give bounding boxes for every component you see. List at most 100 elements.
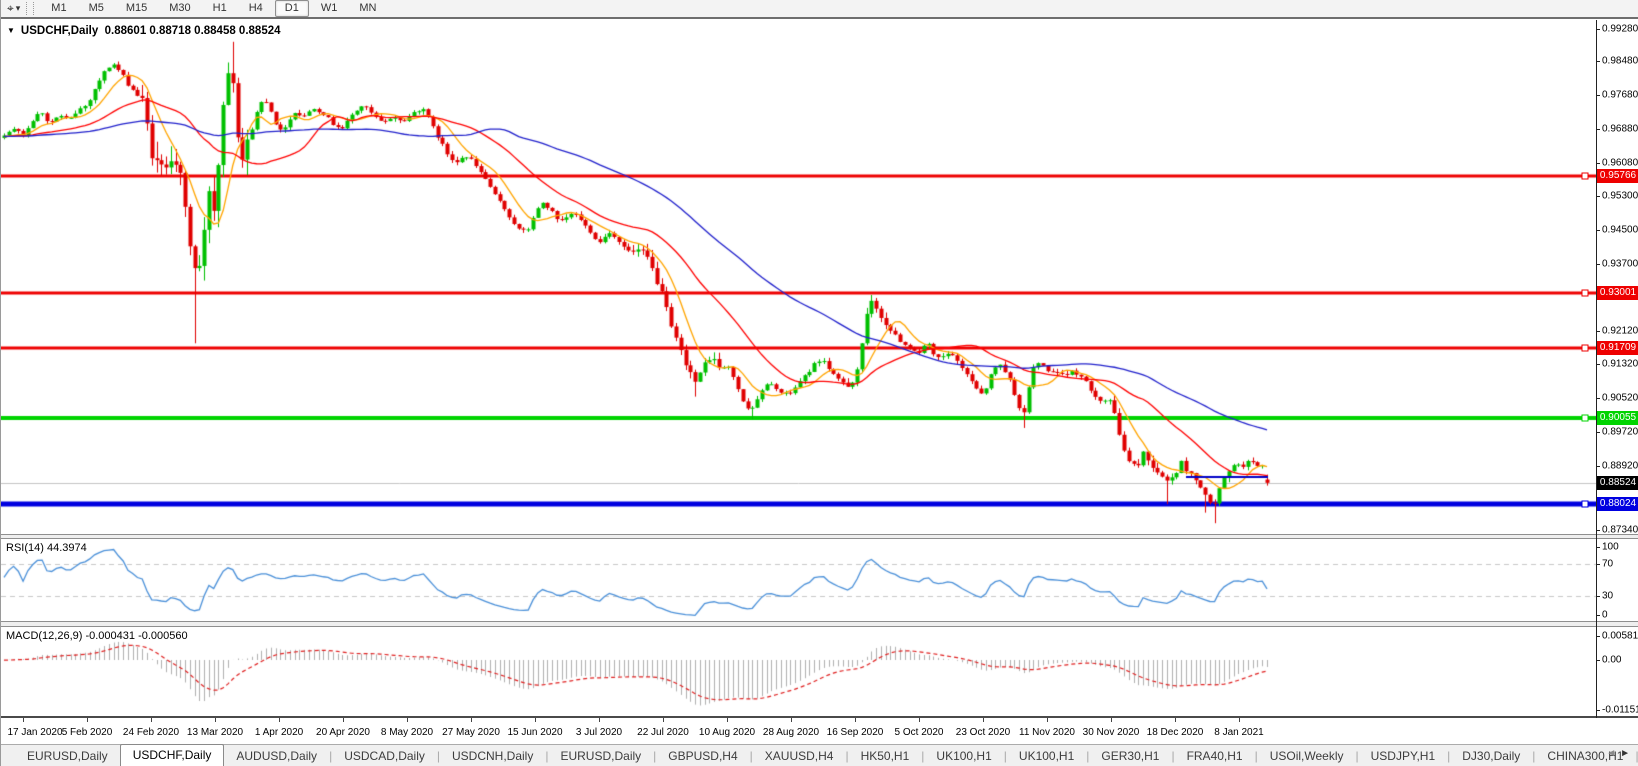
level-line-handle[interactable] <box>1581 344 1589 352</box>
rsi-scale-tick <box>1596 615 1600 616</box>
date-tick-label: 23 Oct 2020 <box>955 727 1011 738</box>
date-tick-label: 30 Nov 2020 <box>1082 727 1140 738</box>
timeframe-button-h1[interactable]: H1 <box>212 2 227 14</box>
collapse-arrow-icon[interactable]: ▼ <box>7 26 15 35</box>
tab-usoil-weekly[interactable]: USOil,Weekly <box>1269 749 1344 763</box>
macd-indicator-label: MACD(12,26,9) -0.000431 -0.000560 <box>6 630 188 642</box>
price-tick-label: 0.97680 <box>1602 89 1638 101</box>
date-tick-label: 8 Jan 2021 <box>1214 727 1264 738</box>
level-price-label: 0.95766 <box>1597 169 1638 184</box>
main-price-chart[interactable] <box>1 20 1596 534</box>
price-tick-mark <box>1596 432 1600 433</box>
date-tick-label: 24 Feb 2020 <box>122 727 180 738</box>
tab-uk100-h1[interactable]: UK100,H1 <box>1018 749 1075 763</box>
crosshair-tool-icon[interactable]: ⌖ <box>7 1 14 15</box>
price-tick-mark <box>1596 364 1600 365</box>
tab-separator: | <box>1355 749 1359 763</box>
price-tick-label: 0.99280 <box>1602 23 1638 35</box>
macd-scale-tick <box>1596 636 1600 637</box>
timeframe-button-m5[interactable]: M5 <box>88 2 104 14</box>
price-tick-mark <box>1596 163 1600 164</box>
tab-eurusd-daily[interactable]: EURUSD,Daily <box>27 749 108 763</box>
tab-xauusd-h4[interactable]: XAUUSD,H4 <box>764 749 834 763</box>
macd-scale-label: 0.00 <box>1602 654 1622 666</box>
price-tick-label: 0.98480 <box>1602 55 1638 67</box>
rsi-scale-label: 0 <box>1602 609 1608 621</box>
rsi-scale-tick <box>1596 564 1600 565</box>
date-tick-label: 10 Aug 2020 <box>698 727 756 738</box>
tab-separator: | <box>845 749 849 763</box>
tab-china300-h1[interactable]: CHINA300,H1 <box>1547 749 1624 763</box>
tab-gbpusd-h4[interactable]: GBPUSD,H4 <box>668 749 738 763</box>
price-axis-border <box>1596 20 1597 718</box>
date-tick-label: 27 May 2020 <box>442 727 500 738</box>
tab-usdjpy-h1[interactable]: USDJPY,H1 <box>1370 749 1436 763</box>
tab-scroll-right-icon[interactable]: ► <box>1620 748 1634 759</box>
date-tick-mark <box>279 718 280 722</box>
level-line-handle[interactable] <box>1581 172 1589 180</box>
date-tick-mark <box>1111 718 1112 722</box>
tab-audusd-daily[interactable]: AUDUSD,Daily <box>236 749 318 763</box>
rsi-indicator-chart[interactable] <box>1 539 1596 621</box>
timeframe-button-m30[interactable]: M30 <box>169 2 191 14</box>
tool-dropdown-caret-icon[interactable]: ▾ <box>15 3 21 13</box>
chart-title: ▼ USDCHF,Daily 0.88601 0.88718 0.88458 0.… <box>7 25 281 37</box>
date-tick-mark <box>855 718 856 722</box>
rsi-scale-tick <box>1596 547 1600 548</box>
macd-scale-label: -0.011514 <box>1602 704 1638 716</box>
price-tick-mark <box>1596 398 1600 399</box>
tab-usdcad-daily[interactable]: USDCAD,Daily <box>344 749 425 763</box>
timeframe-button-h4[interactable]: H4 <box>248 2 263 14</box>
timeframe-button-mn[interactable]: MN <box>359 2 377 14</box>
tab-dj30-daily[interactable]: DJ30,Daily <box>1462 749 1521 763</box>
level-line-handle[interactable] <box>1581 289 1589 297</box>
tab-eurusd-daily[interactable]: EURUSD,Daily <box>560 749 642 763</box>
timeframe-toolbar: ⌖ ▾ M1 M5 M15 M30 H1 H4 D1 W1 MN <box>1 0 1638 19</box>
tab-hk50-h1[interactable]: HK50,H1 <box>860 749 910 763</box>
price-tick-mark <box>1596 129 1600 130</box>
tab-usdchf-daily[interactable]: USDCHF,Daily <box>119 744 225 766</box>
tab-separator: | <box>1635 746 1638 766</box>
date-tick-mark <box>1175 718 1176 722</box>
tab-scroll-arrows: ◄► <box>1606 748 1634 759</box>
date-tick-label: 3 Jul 2020 <box>575 727 623 738</box>
date-tick-mark <box>151 718 152 722</box>
date-tick-label: 20 Apr 2020 <box>316 727 370 738</box>
date-tick-label: 11 Nov 2020 <box>1019 727 1075 738</box>
price-tick-mark <box>1596 331 1600 332</box>
price-tick-label: 0.94500 <box>1602 224 1638 236</box>
date-tick-mark <box>1239 718 1240 722</box>
date-tick-mark <box>471 718 472 722</box>
tab-scroll-left-icon[interactable]: ◄ <box>1606 748 1621 759</box>
date-tick-mark <box>407 718 408 722</box>
level-line-handle[interactable] <box>1581 414 1589 422</box>
timeframe-button-w1[interactable]: W1 <box>320 2 338 14</box>
tab-uk100-h1[interactable]: UK100,H1 <box>936 749 992 763</box>
price-tick-label: 0.95300 <box>1602 190 1638 202</box>
pane-splitter-main-rsi[interactable] <box>1 534 1638 539</box>
date-tick-mark <box>535 718 536 722</box>
price-tick-mark <box>1596 230 1600 231</box>
date-tick-label: 17 Jan 2020 <box>7 727 63 738</box>
date-tick-mark <box>87 718 88 722</box>
tab-ger30-h1[interactable]: GER30,H1 <box>1101 749 1160 763</box>
price-tick-label: 0.92120 <box>1602 325 1638 337</box>
level-line-handle[interactable] <box>1581 500 1589 508</box>
rsi-scale-label: 70 <box>1602 558 1614 570</box>
rsi-indicator-label: RSI(14) 44.3974 <box>6 542 87 554</box>
tab-separator: | <box>545 749 549 763</box>
macd-scale-tick <box>1596 710 1600 711</box>
pane-splitter-rsi-macd[interactable] <box>1 621 1638 627</box>
tab-usdcnh-daily[interactable]: USDCNH,Daily <box>452 749 534 763</box>
date-tick-mark <box>23 718 24 722</box>
tab-fra40-h1[interactable]: FRA40,H1 <box>1186 749 1243 763</box>
macd-indicator-chart[interactable] <box>1 627 1596 716</box>
timeframe-button-m15[interactable]: M15 <box>125 2 148 14</box>
rsi-scale-tick <box>1596 596 1600 597</box>
toolbar-grip[interactable] <box>26 2 35 15</box>
price-tick-mark <box>1596 196 1600 197</box>
date-tick-mark <box>919 718 920 722</box>
timeframe-button-m1[interactable]: M1 <box>51 2 67 14</box>
timeframe-button-d1[interactable]: D1 <box>274 0 309 17</box>
macd-scale-tick <box>1596 660 1600 661</box>
